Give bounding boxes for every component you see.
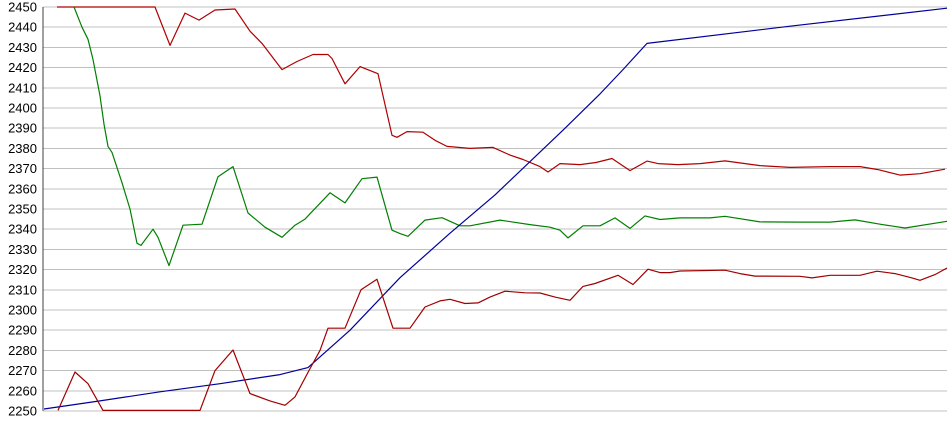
upper-red-line (57, 6, 946, 176)
y-axis-tick-label: 2250 (8, 404, 37, 419)
y-axis-tick-label: 2410 (8, 80, 37, 95)
blue-line (43, 7, 948, 410)
y-axis-tick-label: 2270 (8, 363, 37, 378)
y-axis-tick-label: 2340 (8, 222, 37, 237)
y-axis-tick-label: 2440 (8, 20, 37, 35)
chart-series (43, 6, 948, 411)
y-axis-tick-label: 2360 (8, 181, 37, 196)
green-line (73, 6, 948, 267)
y-axis-tick-label: 2420 (8, 60, 37, 75)
y-axis-tick-label: 2300 (8, 303, 37, 318)
y-axis-tick-label: 2310 (8, 282, 37, 297)
gridlines (43, 6, 947, 412)
y-axis-tick-label: 2290 (8, 323, 37, 338)
y-axis-tick-label: 2380 (8, 141, 37, 156)
y-axis-tick-labels: 2450 2440 2430 2420 2410 2400 2390 2380 2370 2360… (8, 0, 37, 419)
y-axis-tick-label: 2320 (8, 262, 37, 277)
lower-red-line (57, 267, 948, 411)
y-axis-tick-label: 2400 (8, 101, 37, 116)
y-axis-tick-label: 2260 (8, 383, 37, 398)
y-axis-tick-label: 2330 (8, 242, 37, 257)
y-axis-tick-label: 2350 (8, 202, 37, 217)
y-axis-tick-label: 2390 (8, 121, 37, 136)
y-axis-tick-label: 2370 (8, 161, 37, 176)
y-axis-tick-label: 2450 (8, 0, 37, 15)
y-axis-tick-label: 2280 (8, 343, 37, 358)
y-axis-tick-label: 2430 (8, 40, 37, 55)
